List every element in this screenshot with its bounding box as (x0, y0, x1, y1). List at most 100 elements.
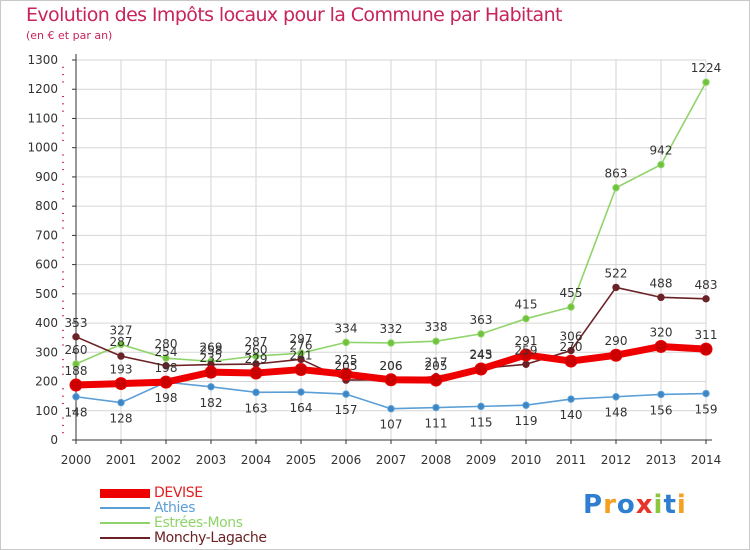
data-label: 483 (695, 278, 718, 292)
x-tick-label: 2002 (151, 453, 182, 467)
data-point (162, 354, 170, 362)
data-point (612, 283, 620, 292)
y-tick-label: 0 (50, 433, 58, 447)
data-point (564, 354, 578, 368)
data-point (117, 340, 125, 349)
data-label: 182 (200, 396, 223, 410)
data-label: 217 (425, 356, 448, 370)
logo-letter: x (635, 490, 654, 520)
data-point (429, 373, 443, 387)
y-tick-label: 500 (35, 287, 58, 301)
data-point (297, 355, 305, 364)
chart-title: Evolution des Impôts locaux pour la Comm… (26, 4, 562, 26)
y-tick-label: 700 (35, 228, 58, 242)
data-label: 198 (155, 361, 178, 375)
data-point (654, 339, 668, 353)
data-label: 148 (65, 406, 88, 420)
data-point (657, 160, 665, 169)
x-tick-label: 2012 (601, 453, 632, 467)
data-label: 287 (110, 335, 133, 349)
x-tick-label: 2005 (286, 453, 317, 467)
y-tick-label: 1100 (27, 111, 58, 125)
legend-item: Monchy-Lagache (100, 531, 267, 545)
x-tick-label: 2007 (376, 453, 407, 467)
legend-swatch (100, 537, 150, 539)
data-point (342, 390, 350, 398)
y-tick-label: 800 (35, 199, 58, 213)
x-tick-label: 2003 (196, 453, 227, 467)
data-label: 128 (110, 412, 133, 426)
x-tick-label: 2004 (241, 453, 272, 467)
data-label: 270 (560, 340, 583, 354)
x-tick-label: 2010 (511, 453, 542, 467)
data-label: 258 (200, 344, 223, 358)
x-tick-label: 2008 (421, 453, 452, 467)
data-point (522, 314, 530, 323)
data-label: 206 (380, 359, 403, 373)
y-tick-label: 600 (35, 258, 58, 272)
legend-swatch (100, 522, 150, 524)
data-point (162, 362, 170, 370)
data-point (294, 363, 308, 377)
data-label: 156 (650, 403, 673, 417)
y-tick-label: 1300 (27, 53, 58, 67)
data-label: 188 (65, 364, 88, 378)
y-tick-label: 400 (35, 316, 58, 330)
x-tick-label: 2014 (691, 453, 722, 467)
data-point (522, 360, 530, 368)
data-label: 193 (110, 363, 133, 377)
legend-label: Estrées-Mons (154, 515, 243, 531)
data-point (72, 333, 80, 341)
data-point (249, 366, 263, 380)
data-label: 111 (425, 417, 448, 431)
data-point (117, 352, 125, 360)
legend-label: Athies (154, 500, 196, 516)
data-label: 276 (290, 338, 313, 352)
data-label: 306 (560, 330, 583, 344)
legend-item: Athies (100, 501, 195, 515)
data-label: 148 (605, 406, 628, 420)
legend-label: Monchy-Lagache (154, 530, 267, 546)
data-point (657, 293, 665, 302)
data-point (609, 348, 623, 362)
data-label: 229 (245, 352, 268, 366)
data-label: 119 (515, 414, 538, 428)
data-point (384, 373, 398, 387)
x-tick-label: 2009 (466, 453, 497, 467)
data-point (72, 360, 80, 368)
logo-letter: i (653, 490, 664, 520)
legend-label: DEVISE (154, 485, 203, 501)
data-point (204, 365, 218, 379)
y-tick-label: 1200 (27, 82, 58, 96)
y-tick-label: 1000 (27, 141, 58, 155)
x-tick-label: 2011 (556, 453, 587, 467)
data-label: 327 (110, 323, 133, 337)
data-label: 863 (605, 167, 628, 181)
data-label: 353 (65, 316, 88, 330)
data-label: 243 (470, 348, 493, 362)
logo-letter: t (663, 490, 677, 520)
data-label: 205 (335, 359, 358, 373)
data-label: 157 (335, 403, 358, 417)
logo-letter: r (603, 490, 617, 520)
legend-item: DEVISE (100, 486, 203, 500)
data-label: 455 (560, 286, 583, 300)
data-label: 241 (290, 349, 313, 363)
legend-swatch (100, 488, 150, 498)
x-tick-label: 2013 (646, 453, 677, 467)
data-point (117, 398, 125, 407)
data-point (342, 338, 350, 347)
data-point (339, 367, 353, 381)
data-label: 297 (290, 332, 313, 346)
data-point (207, 383, 215, 391)
data-label: 260 (65, 343, 88, 357)
logo-letter: P (583, 490, 604, 520)
data-label: 159 (695, 403, 718, 417)
data-point (69, 378, 83, 392)
data-label: 140 (560, 408, 583, 422)
x-tick-label: 2000 (61, 453, 92, 467)
data-point (432, 403, 440, 412)
data-point (567, 346, 575, 355)
data-label: 206 (380, 359, 403, 373)
